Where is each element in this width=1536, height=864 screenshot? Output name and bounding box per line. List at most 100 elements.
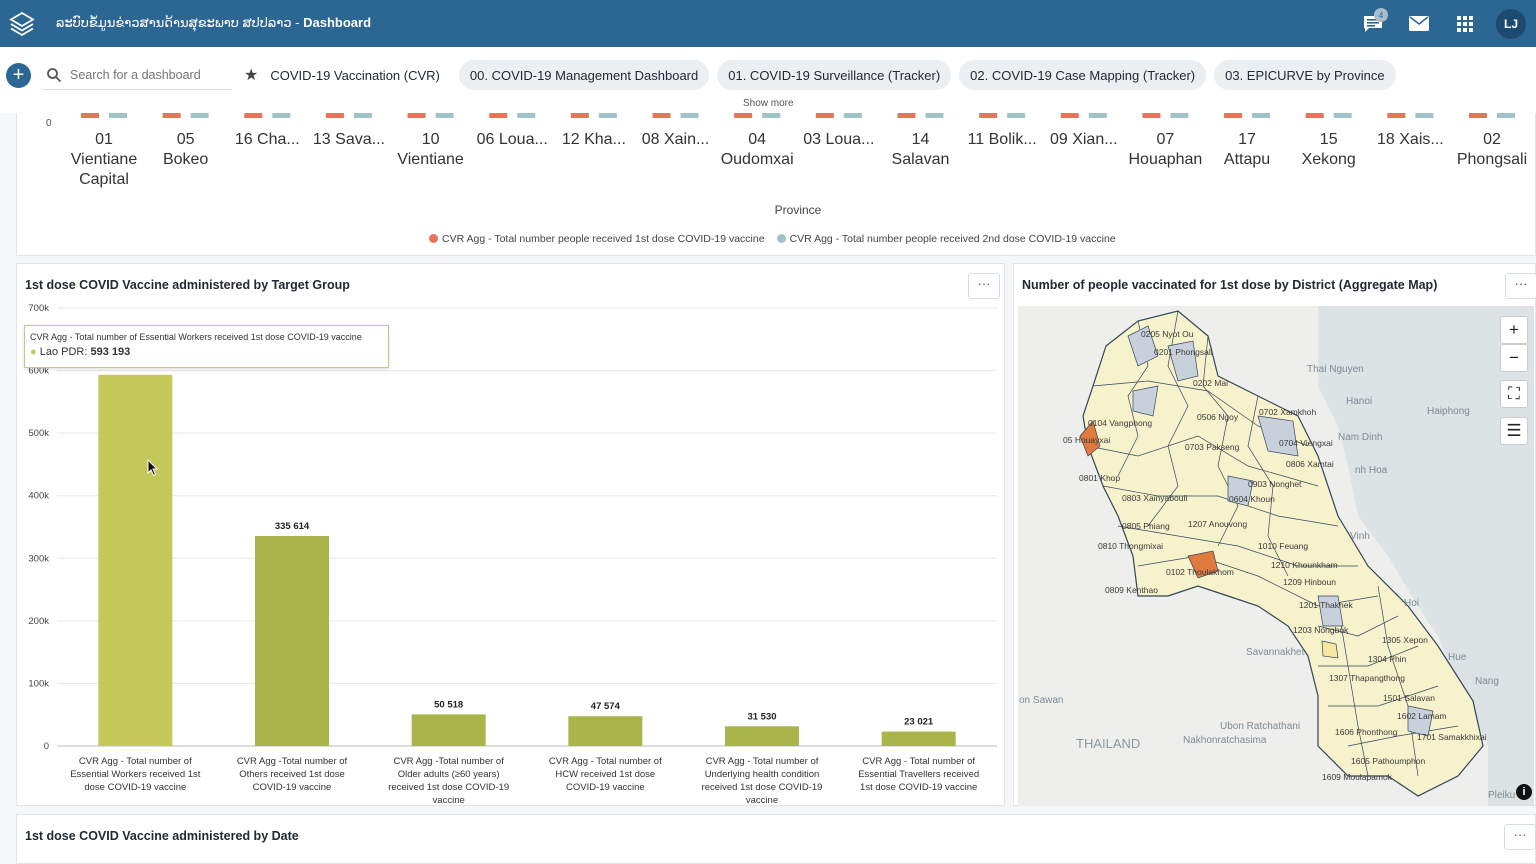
province-bar-2nd-dose[interactable] (1497, 113, 1515, 118)
province-bar-2nd-dose[interactable] (272, 113, 291, 118)
map-district-label[interactable]: 0806 Xamtai (1286, 459, 1334, 469)
map-district-label[interactable]: 0205 Nyot Ou (1141, 329, 1194, 339)
map-district-label[interactable]: 1501 Salavan (1383, 693, 1435, 703)
map-district-label[interactable]: 0703 Pakseng (1185, 442, 1240, 452)
show-more-button[interactable]: Show more (743, 98, 794, 109)
province-bar-1st-dose[interactable] (652, 113, 671, 118)
zoom-in-button[interactable]: + (1500, 316, 1528, 344)
dashboard-chip-epicurve[interactable]: 03. EPICURVE by Province (1214, 60, 1396, 90)
dashboard-chip-case-mapping[interactable]: 02. COVID-19 Case Mapping (Tracker) (959, 60, 1207, 90)
province-bar-2nd-dose[interactable] (1088, 113, 1107, 118)
province-bar-1st-dose[interactable] (815, 113, 834, 118)
province-bar-2nd-dose[interactable] (190, 113, 209, 118)
map-district-label[interactable]: 1701 Samakkhixai (1417, 732, 1487, 742)
province-bar-1st-dose[interactable] (734, 113, 753, 118)
dashboard-chip-surveillance[interactable]: 01. COVID-19 Surveillance (Tracker) (717, 60, 952, 90)
map-district-label[interactable]: 0702 Xamkhoh (1259, 407, 1317, 417)
fullscreen-button[interactable]: ⛶ (1500, 380, 1528, 408)
target-group-bar[interactable] (98, 374, 173, 746)
map-district-label[interactable]: 0102 Thoulakhom (1166, 567, 1234, 577)
map-district-label[interactable]: 1010 Feuang (1258, 541, 1309, 551)
province-bar-1st-dose[interactable] (1305, 113, 1324, 118)
map-info-button[interactable]: i (1516, 784, 1532, 800)
user-avatar[interactable]: LJ (1496, 8, 1526, 39)
legend-item-1st-dose[interactable]: CVR Agg - Total number people received 1… (429, 233, 765, 245)
map-district-label[interactable]: 0201 Phongsali (1154, 347, 1213, 357)
province-bar-2nd-dose[interactable] (109, 113, 127, 118)
target-group-bar[interactable] (411, 714, 486, 746)
messages-button[interactable]: 4 (1350, 0, 1396, 47)
map-district-label[interactable]: 1209 Hinboun (1283, 577, 1336, 587)
province-bar-2nd-dose[interactable] (680, 113, 699, 118)
map-district-label[interactable]: 1203 Nongbok (1293, 625, 1349, 635)
map-district-label[interactable]: 0202 Mai (1193, 378, 1228, 388)
map-district-label[interactable]: 0104 Vangphong (1088, 418, 1153, 428)
app-logo-icon[interactable] (8, 10, 36, 38)
map-district-label[interactable]: 0704 Viengxai (1279, 438, 1333, 448)
dashboard-chip-cvr[interactable]: ★ COVID-19 Vaccination (CVR) (240, 60, 451, 90)
map-district-label[interactable]: 1305 Xepon (1382, 635, 1428, 645)
province-bar-1st-dose[interactable] (570, 113, 589, 118)
map-district-label[interactable]: 0801 Khop (1079, 473, 1121, 483)
map-district-label[interactable]: 1606 Phonthong (1335, 727, 1398, 737)
province-bar-1st-dose[interactable] (1142, 113, 1161, 118)
map-district-label[interactable]: 0604 Khoun (1229, 494, 1275, 504)
province-bar-1st-dose[interactable] (897, 113, 916, 118)
province-bar-1st-dose[interactable] (407, 113, 426, 118)
add-dashboard-button[interactable]: + (6, 63, 31, 88)
province-bar-1st-dose[interactable] (489, 113, 508, 118)
app-title: ລະບົບຂໍ້ມູນຂ່າວສານດ້ານສຸຂະພາບ ສປປລາວ - D… (56, 15, 371, 31)
province-bar-1st-dose[interactable] (81, 113, 99, 118)
province-bar-2nd-dose[interactable] (843, 113, 862, 118)
target-group-bar[interactable] (725, 726, 799, 746)
province-bar-1st-dose[interactable] (1387, 113, 1406, 118)
province-bar-2nd-dose[interactable] (1415, 113, 1434, 118)
dashboard-chip-management[interactable]: 00. COVID-19 Management Dashboard (458, 60, 710, 90)
map-district-label[interactable]: 1605 Pathoumphon (1351, 756, 1426, 766)
province-bar-1st-dose[interactable] (244, 113, 263, 118)
map-district-label[interactable]: 0809 Kenthao (1105, 585, 1158, 595)
map-district-label[interactable]: 1207 Anouvong (1188, 519, 1248, 529)
apps-button[interactable] (1442, 0, 1488, 47)
zoom-out-button[interactable]: − (1500, 344, 1528, 372)
province-bar-1st-dose[interactable] (1060, 113, 1079, 118)
map-district-label[interactable]: 1609 Moulapamok (1322, 772, 1392, 782)
card-menu-button[interactable]: ··· (1505, 273, 1536, 299)
map-district-label[interactable]: 1304 Phin (1368, 654, 1407, 664)
map-district-label[interactable]: 1602 Lamam (1397, 711, 1447, 721)
email-button[interactable] (1396, 0, 1442, 47)
province-bar-2nd-dose[interactable] (517, 113, 536, 118)
province-bar-2nd-dose[interactable] (1007, 113, 1026, 118)
map-district-label[interactable]: 1307 Thapangthong (1329, 673, 1405, 683)
map-district-label[interactable]: 05 Houayxai (1063, 435, 1111, 445)
province-bar-2nd-dose[interactable] (353, 113, 372, 118)
province-bar-2nd-dose[interactable] (762, 113, 781, 118)
province-bar-2nd-dose[interactable] (925, 113, 944, 118)
province-bar-2nd-dose[interactable] (1252, 113, 1271, 118)
map-district-label[interactable]: 1201 Thakhek (1299, 600, 1353, 610)
target-group-bar[interactable] (568, 716, 643, 746)
province-bar-1st-dose[interactable] (1224, 113, 1243, 118)
map-district-label[interactable]: 0506 Ngoy (1197, 412, 1239, 422)
province-bar-2nd-dose[interactable] (598, 113, 617, 118)
province-bar-2nd-dose[interactable] (435, 113, 454, 118)
card-menu-button[interactable]: ··· (1504, 824, 1536, 850)
target-group-bar[interactable] (881, 731, 956, 746)
target-group-bar[interactable] (255, 536, 329, 746)
layers-button[interactable]: ☰ (1500, 417, 1528, 445)
map-canvas[interactable]: THAILAND (1018, 306, 1534, 806)
card-menu-button[interactable]: ··· (968, 273, 1000, 299)
province-bar-2nd-dose[interactable] (1170, 113, 1189, 118)
province-bar-1st-dose[interactable] (1469, 113, 1487, 118)
map-district-label[interactable]: 0805 Phiang (1122, 521, 1170, 531)
map-district-label[interactable]: 0803 Xainyabouli (1122, 493, 1188, 503)
province-bar-2nd-dose[interactable] (1333, 113, 1352, 118)
map-district-label[interactable]: 0903 Nonghet (1248, 479, 1302, 489)
legend-item-2nd-dose[interactable]: CVR Agg - Total number people received 2… (776, 233, 1116, 245)
map-district-label[interactable]: 0810 Thongmixai (1098, 541, 1164, 551)
province-bar-1st-dose[interactable] (325, 113, 344, 118)
province-bar-1st-dose[interactable] (979, 113, 998, 118)
province-bar-1st-dose[interactable] (162, 113, 181, 118)
search-input[interactable] (70, 68, 230, 82)
map-district-label[interactable]: 1210 Khounkham (1271, 560, 1338, 570)
